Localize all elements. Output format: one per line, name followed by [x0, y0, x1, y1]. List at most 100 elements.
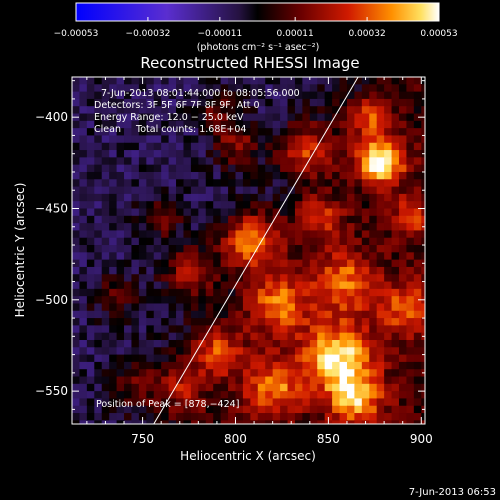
heatmap-pixel: [242, 274, 251, 283]
heatmap-pixel: [116, 420, 125, 424]
heatmap-pixel: [369, 230, 378, 239]
heatmap-pixel: [116, 332, 125, 341]
heatmap-pixel: [124, 164, 132, 173]
heatmap-pixel: [205, 303, 214, 312]
heatmap-pixel: [131, 274, 140, 283]
heatmap-pixel: [406, 281, 415, 290]
heatmap-pixel: [250, 332, 259, 341]
heatmap-pixel: [94, 383, 103, 392]
heatmap-pixel: [309, 215, 318, 224]
heatmap-pixel: [391, 376, 400, 385]
heatmap-pixel: [302, 369, 311, 378]
heatmap-pixel: [280, 398, 289, 407]
heatmap-pixel: [354, 332, 363, 341]
heatmap-pixel: [190, 142, 199, 151]
heatmap-pixel: [332, 413, 341, 421]
heatmap-pixel: [176, 361, 184, 370]
heatmap-pixel: [376, 420, 385, 424]
heatmap-pixel: [339, 230, 348, 239]
heatmap-pixel: [265, 98, 274, 107]
heatmap-pixel: [220, 332, 229, 341]
heatmap-pixel: [339, 171, 348, 180]
heatmap-pixel: [421, 157, 425, 166]
heatmap-pixel: [190, 150, 199, 158]
heatmap-pixel: [94, 201, 103, 209]
heatmap-pixel: [242, 171, 251, 180]
heatmap-pixel: [176, 398, 184, 407]
heatmap-pixel: [317, 391, 326, 399]
heatmap-pixel: [176, 245, 184, 253]
heatmap-pixel: [146, 230, 155, 239]
heatmap-pixel: [369, 223, 378, 231]
heatmap-pixel: [168, 120, 177, 129]
heatmap-pixel: [124, 369, 132, 378]
heatmap-pixel: [317, 186, 326, 195]
heatmap-pixel: [406, 383, 415, 392]
heatmap-pixel: [213, 325, 222, 334]
heatmap-pixel: [190, 84, 199, 93]
heatmap-pixel: [302, 193, 311, 202]
heatmap-pixel: [332, 391, 341, 399]
heatmap-pixel: [124, 281, 132, 290]
heatmap-pixel: [235, 413, 244, 421]
heatmap-pixel: [361, 383, 370, 392]
heatmap-pixel: [317, 157, 326, 166]
heatmap-pixel: [280, 274, 289, 283]
heatmap-pixel: [346, 77, 355, 85]
heatmap-pixel: [86, 354, 95, 363]
heatmap-pixel: [86, 237, 95, 246]
heatmap-pixel: [287, 120, 296, 129]
heatmap-pixel: [324, 150, 333, 158]
heatmap-pixel: [324, 413, 333, 421]
heatmap-pixel: [324, 128, 333, 136]
y-tick-label: −550: [35, 384, 68, 398]
heatmap-pixel: [161, 120, 170, 129]
heatmap-pixel: [242, 361, 251, 370]
heatmap-pixel: [250, 354, 259, 363]
heatmap-pixel: [168, 186, 177, 195]
heatmap-pixel: [101, 413, 110, 421]
heatmap-pixel: [228, 135, 236, 144]
heatmap-pixel: [183, 318, 192, 326]
heatmap-pixel: [265, 179, 274, 188]
heatmap-pixel: [109, 361, 118, 370]
heatmap-pixel: [361, 186, 370, 195]
heatmap-pixel: [317, 142, 326, 151]
heatmap-pixel: [176, 164, 184, 173]
heatmap-pixel: [138, 84, 147, 93]
heatmap-pixel: [346, 128, 355, 136]
heatmap-pixel: [265, 171, 274, 180]
heatmap-pixel: [176, 208, 184, 217]
heatmap-pixel: [205, 413, 214, 421]
heatmap-pixel: [294, 420, 303, 424]
heatmap-pixel: [235, 113, 244, 122]
heatmap-pixel: [257, 186, 266, 195]
heatmap-pixel: [332, 281, 341, 290]
heatmap-pixel: [161, 98, 170, 107]
heatmap-pixel: [235, 266, 244, 275]
heatmap-pixel: [116, 179, 125, 188]
heatmap-pixel: [406, 157, 415, 166]
heatmap-pixel: [413, 325, 422, 334]
heatmap-pixel: [354, 391, 363, 399]
heatmap-pixel: [79, 361, 88, 370]
heatmap-pixel: [376, 332, 385, 341]
heatmap-pixel: [324, 296, 333, 304]
heatmap-pixel: [86, 259, 95, 268]
x-axis-title: Heliocentric X (arcsec): [180, 449, 316, 463]
heatmap-pixel: [294, 223, 303, 231]
heatmap-pixel: [317, 98, 326, 107]
heatmap-pixel: [228, 310, 236, 319]
heatmap-pixel: [339, 91, 348, 100]
heatmap-pixel: [109, 120, 118, 129]
heatmap-pixel: [287, 245, 296, 253]
heatmap-pixel: [384, 288, 393, 297]
heatmap-pixel: [294, 230, 303, 239]
heatmap-pixel: [384, 230, 393, 239]
heatmap-pixel: [220, 106, 229, 115]
heatmap-pixel: [168, 106, 177, 115]
heatmap-pixel: [398, 361, 407, 370]
heatmap-pixel: [86, 325, 95, 334]
heatmap-pixel: [250, 113, 259, 122]
heatmap-pixel: [302, 339, 311, 348]
